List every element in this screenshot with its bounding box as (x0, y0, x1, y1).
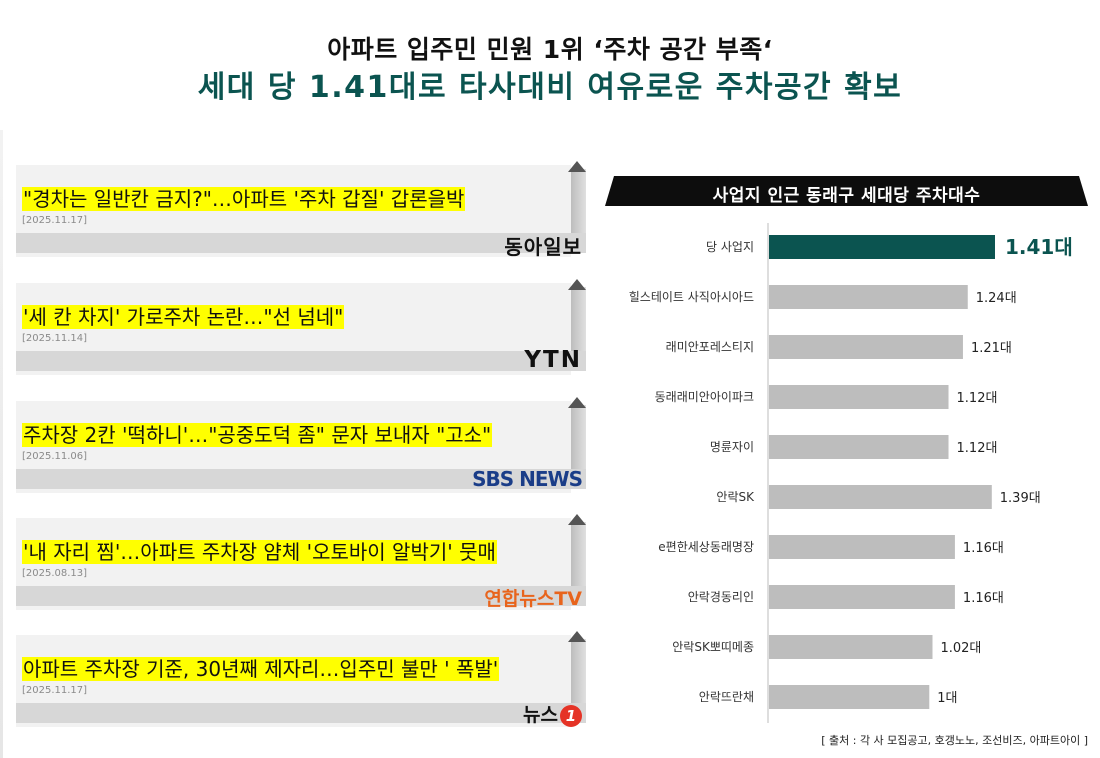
source-logo-sbs: SBS NEWS (472, 467, 583, 491)
page-title: 아파트 입주민 민원 1위 ‘주차 공간 부족‘ (327, 35, 773, 64)
card-footer-bar (16, 469, 586, 489)
card-corner-triangle-icon (568, 514, 586, 525)
value-label: 1.41대 (1005, 235, 1073, 259)
value-label: 1대 (937, 691, 957, 706)
bar (769, 635, 933, 659)
card-side-strip (571, 287, 586, 351)
news-headline[interactable]: '세 칸 차지' 가로주차 논란…"선 넘네" (22, 305, 345, 329)
news-card[interactable]: "경차는 일반칸 금지?"…아파트 '주차 갑질' 갑론을박 [2025.11.… (16, 161, 586, 259)
card-side-strip (571, 522, 586, 586)
news-date: [2025.11.14] (22, 333, 88, 344)
card-side-strip (571, 639, 586, 703)
chart-header: 사업지 인근 동래구 세대당 주차대수 (605, 176, 1088, 206)
bar (769, 535, 955, 559)
card-side-strip (571, 169, 586, 233)
value-label: 1.12대 (957, 391, 998, 406)
card-side-strip (571, 405, 586, 469)
chart-title: 사업지 인근 동래구 세대당 주차대수 (712, 186, 981, 206)
left-edge-decoration (0, 130, 3, 758)
news-card[interactable]: 주차장 2칸 '떡하니'…"공중도덕 좀" 문자 보내자 "고소" [2025.… (16, 397, 586, 493)
news-headline[interactable]: '내 자리 찜'…아파트 주차장 얌체 '오토바이 알박기' 뭇매 (22, 540, 497, 564)
source-logo-ytn: YTN (524, 347, 582, 373)
source-logo-text: 뉴스 (523, 704, 558, 726)
source-logo-badge: 1 (560, 705, 582, 727)
card-footer-bar (16, 233, 586, 253)
card-corner-triangle-icon (568, 631, 586, 642)
news-card[interactable]: 아파트 주차장 기준, 30년째 제자리…입주민 불만 ' 폭발' [2025.… (16, 631, 586, 727)
value-label: 1.02대 (940, 641, 981, 656)
page-subtitle: 세대 당 1.41대로 타사대비 여유로운 주차공간 확보 (197, 70, 903, 105)
bar (769, 285, 968, 309)
card-corner-triangle-icon (568, 161, 586, 172)
news-date: [2025.08.13] (22, 568, 88, 579)
value-label: 1.16대 (963, 541, 1004, 556)
bar (769, 435, 949, 459)
category-label: 당 사업지 (706, 240, 754, 254)
value-label: 1.24대 (976, 291, 1017, 306)
source-note: [ 출처 : 각 사 모집공고, 호갱노노, 조선비즈, 아파트아이 ] (821, 734, 1088, 747)
news-card[interactable]: '내 자리 찜'…아파트 주차장 얌체 '오토바이 알박기' 뭇매 [2025.… (16, 514, 586, 610)
value-label: 1.39대 (1000, 491, 1041, 506)
category-label: 힐스테이트 사직아시아드 (629, 290, 754, 304)
bar (769, 485, 992, 509)
category-label: 안락뜨란채 (699, 690, 754, 704)
category-label: 명륜자이 (710, 440, 754, 454)
bar (769, 685, 930, 709)
news-date: [2025.11.17] (22, 215, 88, 226)
source-logo-news1: 뉴스 1 (523, 700, 582, 727)
bar (769, 585, 955, 609)
value-label: 1.12대 (957, 441, 998, 456)
category-label: 래미안포레스티지 (666, 340, 754, 354)
category-label: e편한세상동래명장 (658, 540, 754, 554)
card-corner-triangle-icon (568, 397, 586, 408)
news-headline[interactable]: 아파트 주차장 기준, 30년째 제자리…입주민 불만 ' 폭발' (22, 657, 500, 681)
bar (769, 335, 963, 359)
bar-highlight (769, 235, 995, 259)
card-footer-bar (16, 351, 586, 371)
news-date: [2025.11.17] (22, 685, 88, 696)
bar (769, 385, 949, 409)
card-corner-triangle-icon (568, 279, 586, 290)
source-logo-yonhap: 연합뉴스TV (484, 588, 582, 610)
news-headline[interactable]: 주차장 2칸 '떡하니'…"공중도덕 좀" 문자 보내자 "고소" (22, 423, 493, 447)
value-label: 1.16대 (963, 591, 1004, 606)
category-label: 동래래미안아이파크 (655, 390, 754, 404)
news-headline[interactable]: "경차는 일반칸 금지?"…아파트 '주차 갑질' 갑론을박 (22, 187, 466, 211)
category-label: 안락SK뽀띠메종 (672, 640, 754, 654)
news-date: [2025.11.06] (22, 451, 88, 462)
source-logo-donga: 동아일보 (504, 235, 582, 259)
category-label: 안락SK (716, 490, 755, 504)
news-card[interactable]: '세 칸 차지' 가로주차 논란…"선 넘네" [2025.11.14] YTN (16, 279, 586, 375)
value-label: 1.21대 (971, 341, 1012, 356)
card-footer-bar (16, 703, 586, 723)
category-label: 안락경동리인 (688, 590, 754, 604)
card-footer-bar (16, 586, 586, 606)
